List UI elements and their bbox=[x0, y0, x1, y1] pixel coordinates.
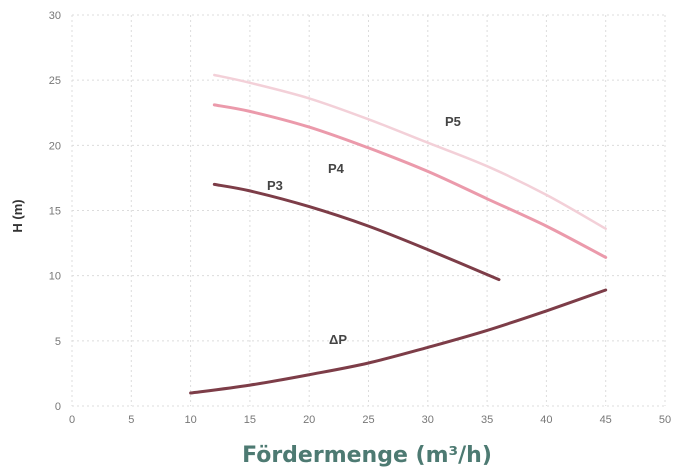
y-tick-label: 20 bbox=[49, 140, 61, 152]
y-axis-label: H (m) bbox=[10, 199, 25, 232]
x-axis-ticks: 0 5 10 15 20 25 30 35 40 45 50 bbox=[69, 414, 671, 426]
x-tick-label: 10 bbox=[184, 414, 196, 426]
series-line-p4 bbox=[212, 103, 608, 259]
x-axis-label: Fördermenge (m³/h) bbox=[242, 443, 492, 468]
y-tick-label: 5 bbox=[55, 336, 61, 348]
y-axis-ticks: 0 5 10 15 20 25 30 bbox=[49, 10, 61, 413]
x-tick-label: 5 bbox=[128, 414, 134, 426]
x-tick-label: 30 bbox=[422, 414, 434, 426]
series-label-delta-p: ΔP bbox=[329, 332, 347, 347]
x-tick-label: 45 bbox=[600, 414, 612, 426]
y-tick-label: 0 bbox=[55, 401, 61, 413]
x-tick-label: 40 bbox=[540, 414, 552, 426]
series-line-delta-p bbox=[189, 288, 608, 395]
x-tick-label: 50 bbox=[659, 414, 671, 426]
x-tick-label: 35 bbox=[481, 414, 493, 426]
grid bbox=[71, 14, 666, 407]
y-tick-label: 15 bbox=[49, 206, 61, 218]
y-tick-label: 10 bbox=[49, 271, 61, 283]
series-lines bbox=[189, 73, 608, 395]
x-tick-label: 25 bbox=[362, 414, 374, 426]
series-label-p5: P5 bbox=[445, 114, 461, 129]
series-label-p4: P4 bbox=[328, 161, 345, 176]
series-label-p3: P3 bbox=[267, 178, 283, 193]
y-tick-label: 30 bbox=[49, 10, 61, 22]
series-line-p5 bbox=[213, 73, 607, 230]
x-tick-label: 20 bbox=[303, 414, 315, 426]
y-tick-label: 25 bbox=[49, 75, 61, 87]
series-line-p3 bbox=[212, 182, 501, 282]
x-tick-label: 0 bbox=[69, 414, 75, 426]
x-tick-label: 15 bbox=[244, 414, 256, 426]
